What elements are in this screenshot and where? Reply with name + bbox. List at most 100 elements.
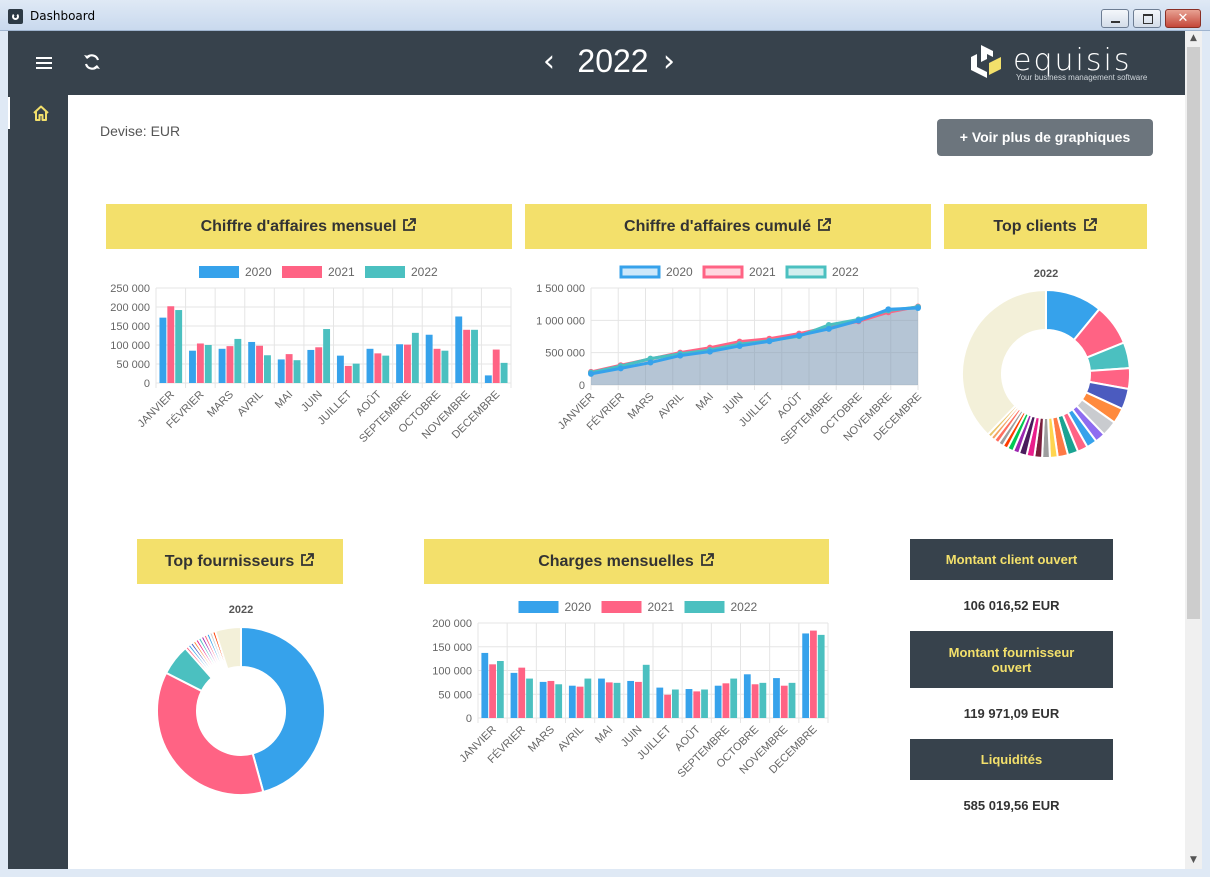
legend-label: 2021 (648, 600, 675, 614)
sidebar (8, 95, 68, 869)
legend-swatch (702, 265, 744, 279)
legend-swatch (601, 601, 642, 613)
charges-header[interactable]: Charges mensuelles (424, 539, 829, 584)
bar (175, 310, 183, 383)
bar (425, 334, 433, 383)
window-frame-bottom (0, 869, 1210, 877)
external-link-icon[interactable] (401, 217, 417, 233)
x-tick-label: AVRIL (556, 724, 586, 754)
x-tick-label: MARS (205, 389, 236, 420)
kpi-fournisseur-ouvert-label: Montant fournisseur ouvert (910, 631, 1113, 688)
ca-cumule-header[interactable]: Chiffre d'affaires cumulé (525, 204, 931, 249)
bar (285, 354, 293, 383)
close-icon: ✕ (1177, 11, 1189, 26)
x-tick-label: MARS (526, 724, 557, 755)
data-point (825, 325, 832, 332)
y-tick-label: 500 000 (545, 348, 585, 360)
chart-title: 2022 (229, 604, 253, 616)
y-tick-label: 1 500 000 (536, 283, 585, 295)
logo-tagline: Your business management software (1016, 73, 1148, 82)
bar (642, 664, 650, 718)
window-frame-right (1202, 31, 1210, 877)
bar (635, 681, 642, 718)
legend-swatch (684, 601, 725, 613)
bar (204, 345, 212, 383)
logo-text: equisis (1013, 43, 1132, 78)
pie-slice (961, 288, 1047, 436)
data-point (796, 332, 803, 339)
bar (463, 329, 471, 383)
bar (263, 355, 271, 383)
previous-year-button[interactable]: ‹ (543, 44, 555, 79)
scroll-up-arrow[interactable]: ▲ (1190, 33, 1197, 43)
kpi-fournisseur-ouvert-value: 119 971,09 EUR (963, 706, 1060, 721)
top-fournisseurs-header[interactable]: Top fournisseurs (137, 539, 343, 584)
legend-label: 2022 (832, 265, 859, 279)
bar (315, 347, 323, 383)
bar (576, 686, 584, 718)
hamburger-icon[interactable] (36, 57, 52, 69)
bar (613, 682, 621, 718)
currency-label: Devise: EUR (100, 123, 181, 139)
bar (277, 359, 285, 383)
logo-icon (971, 45, 1001, 78)
ca-cumule-title: Chiffre d'affaires cumulé (624, 218, 811, 235)
data-point (736, 342, 743, 349)
bar (539, 681, 547, 718)
maximize-button[interactable] (1133, 9, 1161, 28)
bar (664, 694, 671, 718)
legend-label: 2020 (565, 600, 592, 614)
vertical-scrollbar[interactable]: ▲ ▼ (1185, 31, 1202, 869)
bar (671, 689, 679, 718)
bar (751, 684, 759, 718)
data-point (885, 306, 892, 313)
top-fournisseurs-title: Top fournisseurs (164, 553, 295, 570)
x-tick-label: JUIN (299, 389, 325, 415)
window-titlebar: Dashboard ✕ (0, 0, 1210, 31)
y-tick-label: 1 000 000 (536, 315, 585, 327)
top-clients-header[interactable]: Top clients (944, 204, 1147, 249)
external-link-icon[interactable] (699, 552, 715, 568)
external-link-icon[interactable] (299, 552, 315, 568)
data-point (588, 370, 594, 377)
bar (780, 685, 788, 718)
minimize-button[interactable] (1101, 9, 1129, 28)
sidebar-active-indicator (8, 97, 10, 129)
bar (598, 678, 605, 718)
legend-label: 2022 (411, 265, 438, 279)
y-tick-label: 0 (144, 378, 150, 390)
bar (810, 630, 817, 718)
bar (685, 689, 693, 718)
bar (489, 664, 496, 718)
bar (802, 633, 810, 718)
bar (526, 678, 533, 718)
more-charts-button[interactable]: + Voir plus de graphiques (937, 119, 1153, 156)
bar (817, 634, 825, 718)
home-icon[interactable] (32, 104, 50, 122)
bar (167, 306, 175, 383)
external-link-icon[interactable] (1082, 217, 1098, 233)
external-link-icon[interactable] (816, 217, 832, 233)
scroll-down-arrow[interactable]: ▼ (1190, 855, 1197, 865)
kpi-liquidites-label: Liquidités (910, 739, 1113, 780)
refresh-icon[interactable] (82, 52, 102, 72)
next-year-button[interactable]: › (663, 44, 675, 79)
bar (701, 689, 708, 718)
window-frame-left (0, 31, 8, 877)
bar (568, 685, 576, 718)
bar (411, 332, 419, 383)
bar (159, 317, 167, 383)
legend-swatch (282, 266, 322, 278)
data-point (706, 348, 713, 355)
ca-mensuel-header[interactable]: Chiffre d'affaires mensuel (106, 204, 512, 249)
y-tick-label: 150 000 (432, 642, 472, 654)
bar (234, 338, 242, 383)
top-clients-chart: 2022 (961, 268, 1131, 460)
x-tick-label: AVRIL (656, 391, 686, 421)
data-point (766, 338, 773, 345)
scrollbar-thumb[interactable] (1187, 47, 1200, 619)
bar (788, 682, 796, 718)
close-window-button[interactable]: ✕ (1165, 9, 1201, 28)
bar (441, 350, 449, 383)
